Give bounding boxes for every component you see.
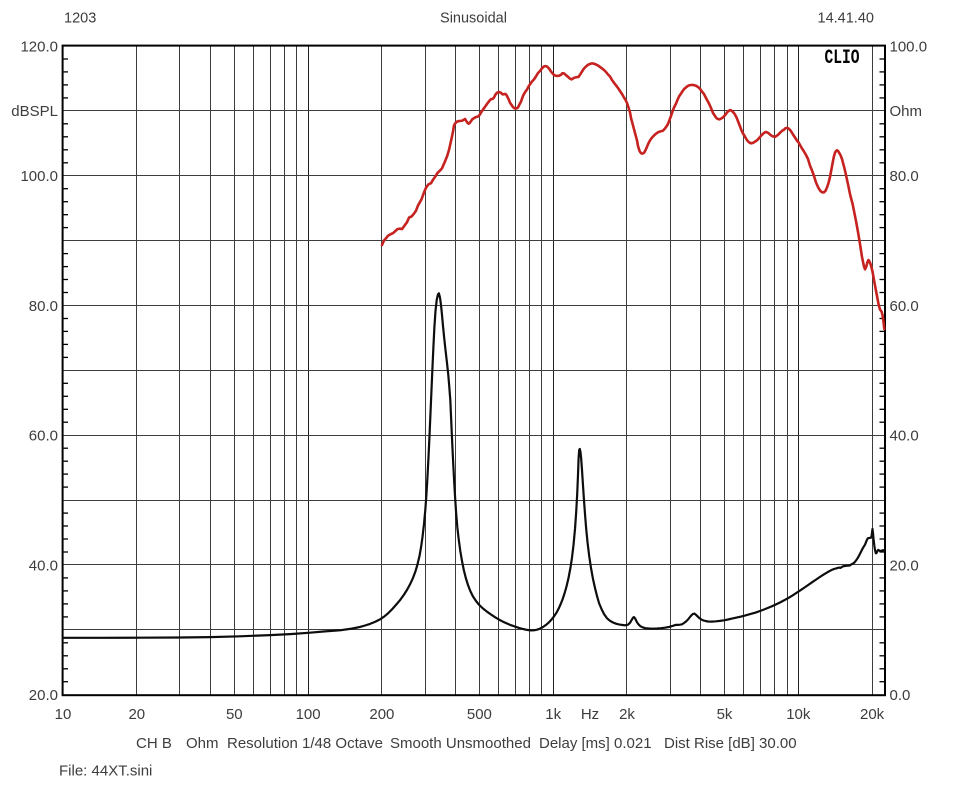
svg-text:CH B: CH B bbox=[136, 735, 172, 752]
svg-text:Ohm: Ohm bbox=[890, 103, 923, 120]
svg-text:Delay [ms] 0.021: Delay [ms] 0.021 bbox=[539, 735, 652, 752]
svg-text:20.0: 20.0 bbox=[890, 557, 919, 574]
svg-text:60.0: 60.0 bbox=[890, 298, 919, 315]
svg-text:10: 10 bbox=[55, 706, 72, 723]
svg-text:40.0: 40.0 bbox=[29, 557, 58, 574]
svg-text:File: 44XT.sini: File: 44XT.sini bbox=[59, 763, 152, 780]
svg-text:80.0: 80.0 bbox=[890, 168, 919, 185]
svg-text:40.0: 40.0 bbox=[890, 428, 919, 445]
svg-text:20: 20 bbox=[128, 706, 145, 723]
svg-text:2k: 2k bbox=[619, 706, 635, 723]
svg-text:50: 50 bbox=[226, 706, 243, 723]
svg-text:Smooth Unsmoothed: Smooth Unsmoothed bbox=[390, 735, 531, 752]
svg-text:80.0: 80.0 bbox=[29, 298, 58, 315]
svg-text:100.0: 100.0 bbox=[890, 38, 928, 55]
svg-text:100: 100 bbox=[296, 706, 321, 723]
svg-text:5k: 5k bbox=[717, 706, 733, 723]
svg-text:500: 500 bbox=[467, 706, 492, 723]
svg-text:Resolution 1/48 Octave: Resolution 1/48 Octave bbox=[227, 735, 383, 752]
svg-text:100.0: 100.0 bbox=[20, 168, 58, 185]
svg-text:1203: 1203 bbox=[64, 11, 96, 27]
svg-text:20k: 20k bbox=[860, 706, 885, 723]
svg-text:dBSPL: dBSPL bbox=[11, 103, 58, 120]
svg-text:200: 200 bbox=[369, 706, 394, 723]
svg-text:20.0: 20.0 bbox=[29, 687, 58, 704]
svg-text:CLIO: CLIO bbox=[825, 47, 860, 70]
svg-text:Ohm: Ohm bbox=[186, 735, 219, 752]
svg-text:120.0: 120.0 bbox=[20, 38, 58, 55]
svg-text:Sinusoidal: Sinusoidal bbox=[440, 11, 507, 27]
svg-text:Dist Rise [dB] 30.00: Dist Rise [dB] 30.00 bbox=[664, 735, 797, 752]
svg-text:0.0: 0.0 bbox=[890, 687, 911, 704]
svg-text:60.0: 60.0 bbox=[29, 428, 58, 445]
svg-text:1k: 1k bbox=[545, 706, 561, 723]
svg-text:10k: 10k bbox=[786, 706, 811, 723]
svg-text:14.41.40: 14.41.40 bbox=[818, 11, 874, 27]
svg-text:Hz: Hz bbox=[581, 706, 599, 723]
